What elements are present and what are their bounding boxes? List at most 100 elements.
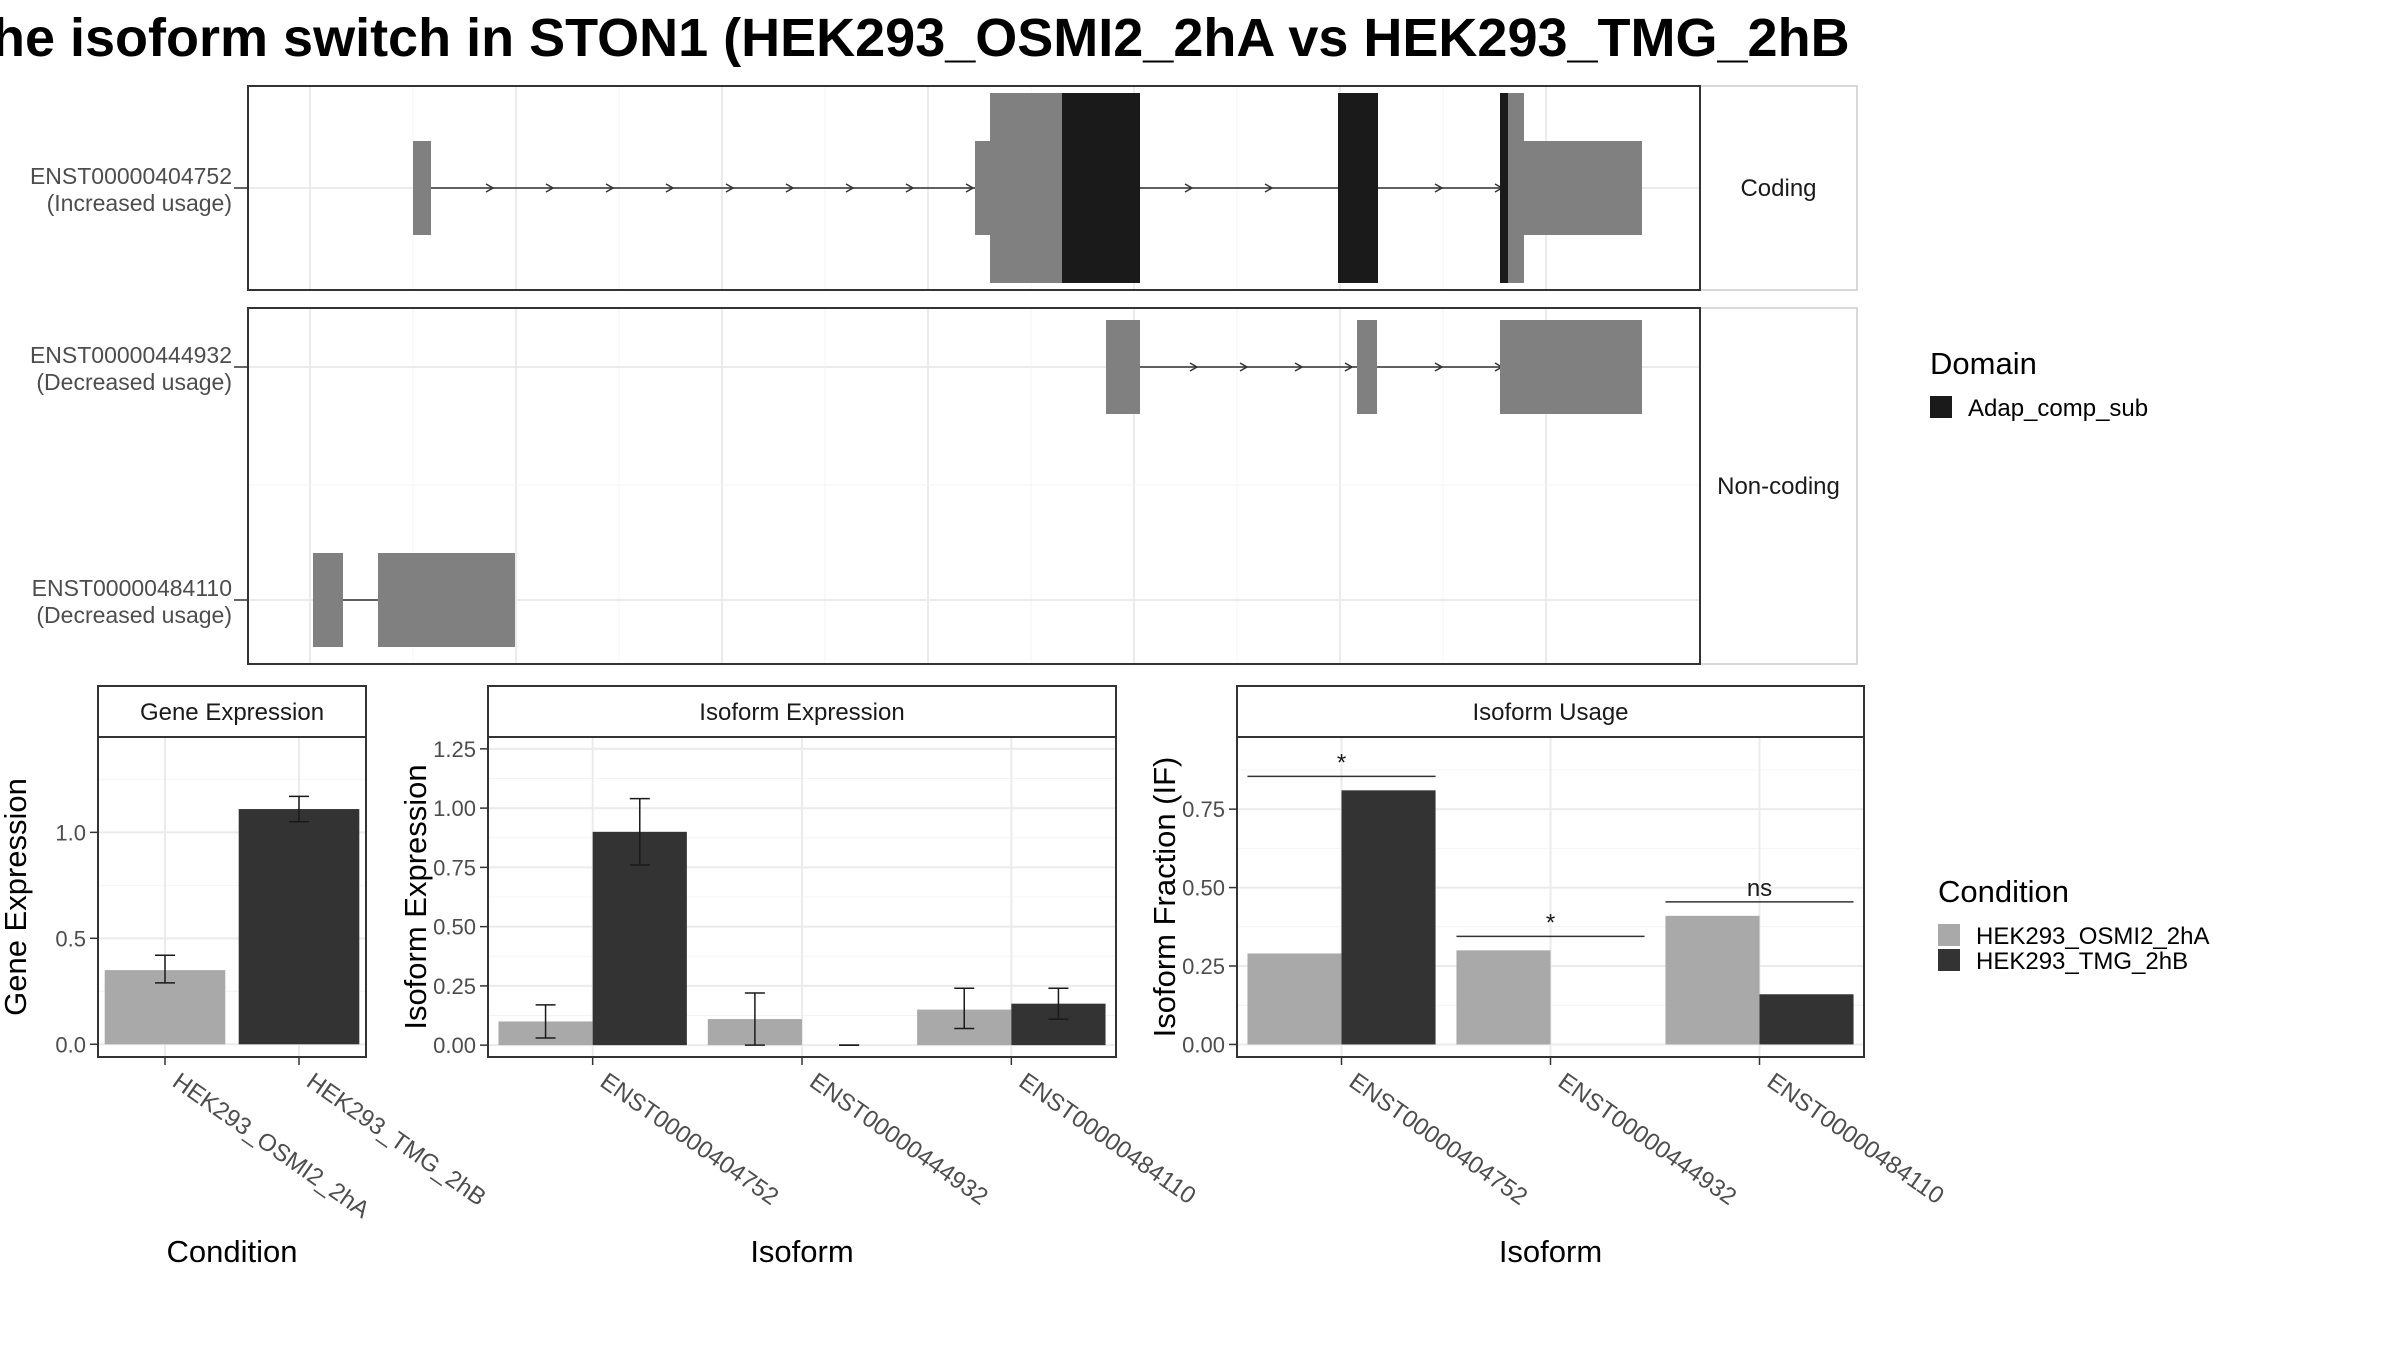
- strand-arrow: [1184, 183, 1194, 193]
- facet-strip: [1699, 85, 1858, 291]
- y-axis-title: Gene Expression: [0, 778, 33, 1016]
- figure-title: he isoform switch in STON1 (HEK293_OSMI2…: [0, 8, 1850, 68]
- strand-arrow: [1294, 362, 1304, 372]
- x-axis-title: Isoform: [1499, 1234, 1602, 1269]
- strand-arrow: [725, 183, 735, 193]
- legend-domain-label: Adap_comp_sub: [1968, 395, 2148, 422]
- facet-strip-label: Coding: [1740, 175, 1816, 202]
- y-tick-label: 0.50: [1182, 876, 1225, 901]
- cds-exon: [1508, 93, 1524, 283]
- x-tick-label: ENST00000444932: [1553, 1068, 1741, 1211]
- legend-domain-title: Domain: [1930, 346, 2037, 381]
- strand-arrow: [1434, 183, 1444, 193]
- x-tick-label: ENST00000404752: [595, 1068, 783, 1211]
- strand-arrow: [665, 183, 675, 193]
- y-tick-label: 0.0: [55, 1032, 86, 1057]
- strand-arrow: [605, 183, 615, 193]
- x-tick-label: ENST00000404752: [1344, 1068, 1532, 1211]
- x-tick-label: ENST00000484110: [1762, 1068, 1949, 1210]
- bar: [1247, 953, 1342, 1045]
- x-axis-title: Isoform: [750, 1234, 853, 1269]
- panel-strip: [1236, 685, 1865, 738]
- exon: [378, 553, 515, 647]
- panel-strip-label: Isoform Usage: [1472, 699, 1628, 726]
- y-tick-label: 1.0: [55, 820, 86, 845]
- y-tick-label: 0.75: [1182, 797, 1225, 822]
- domain-region: [1062, 93, 1140, 283]
- strand-arrow: [545, 183, 555, 193]
- transcript-usage-label: (Increased usage): [47, 190, 232, 216]
- bar: [1456, 950, 1551, 1045]
- y-axis-title: Isoform Expression: [398, 764, 433, 1029]
- y-tick-label: 0.00: [433, 1033, 476, 1058]
- panel-strip-label: Isoform Expression: [699, 699, 904, 726]
- y-tick-label: 1.00: [433, 796, 476, 821]
- legends: Domain Adap_comp_sub Condition HEK293_OSMI2…: [1930, 346, 2209, 975]
- x-tick-label: ENST00000484110: [1014, 1068, 1201, 1210]
- significance-label: *: [1546, 909, 1555, 936]
- strand-arrow: [485, 183, 495, 193]
- x-tick-label: ENST00000444932: [805, 1068, 993, 1211]
- legend-condition-key: [1938, 949, 1960, 971]
- exon: [1106, 320, 1140, 414]
- exon: [1357, 320, 1377, 414]
- chart-1: Isoform Expression0.000.250.500.751.001.…: [398, 685, 1201, 1269]
- y-tick-label: 0.00: [1182, 1032, 1225, 1057]
- y-tick-label: 0.5: [55, 926, 86, 951]
- strand-arrow: [905, 183, 915, 193]
- exon: [1500, 320, 1642, 414]
- bar-charts: Gene Expression0.00.51.0HEK293_OSMI2_2hA…: [0, 685, 1949, 1269]
- utr-exon: [413, 141, 431, 235]
- panel-strip: [97, 685, 367, 738]
- transcript-usage-label: (Decreased usage): [36, 369, 232, 395]
- chart-2: Isoform Usage 0.00 0.25 0.50 0.75 ENST0000040…: [1147, 685, 1949, 1269]
- bar: [592, 831, 687, 1046]
- significance-label: ns: [1747, 875, 1772, 902]
- transcript-structure-panel: Coding Non-coding ENST00000404752(Increase…: [30, 85, 1858, 665]
- bar: [238, 809, 360, 1045]
- cds-exon: [990, 93, 1062, 283]
- facet-strip: [1699, 307, 1858, 665]
- domain-region: [1500, 93, 1508, 283]
- utr-exon: [975, 141, 993, 235]
- strand-arrow: [1344, 362, 1354, 372]
- strand-arrow: [1189, 362, 1199, 372]
- panel-border: [97, 736, 367, 1058]
- strand-arrow: [1264, 183, 1274, 193]
- legend-domain-key: [1930, 396, 1952, 418]
- y-tick-label: 1.25: [433, 737, 476, 762]
- facet-strip-label: Non-coding: [1717, 473, 1840, 500]
- bar: [1665, 915, 1760, 1045]
- transcript-id-label: ENST00000484110: [32, 575, 232, 601]
- strand-arrow: [1434, 362, 1444, 372]
- y-tick-label: 0.75: [433, 855, 476, 880]
- panel-border: [487, 736, 1117, 1058]
- strand-arrow: [1239, 362, 1249, 372]
- panel-border: [247, 307, 1701, 665]
- bar: [1341, 790, 1436, 1045]
- strand-arrow: [845, 183, 855, 193]
- utr-exon: [1524, 141, 1642, 235]
- y-tick-label: 0.50: [433, 915, 476, 940]
- bar: [1759, 994, 1854, 1045]
- y-tick-label: 0.25: [433, 974, 476, 999]
- panel-border: [1236, 736, 1865, 1058]
- transcript-usage-label: (Decreased usage): [36, 602, 232, 628]
- exon: [313, 553, 343, 647]
- legend-condition-key: [1938, 924, 1960, 946]
- strand-arrow: [965, 183, 975, 193]
- significance-label: *: [1337, 749, 1346, 776]
- legend-condition-title: Condition: [1938, 874, 2069, 909]
- y-tick-label: 0.25: [1182, 954, 1225, 979]
- y-axis-title: Isoform Fraction (IF): [1147, 757, 1182, 1038]
- transcript-id-label: ENST00000444932: [30, 342, 232, 368]
- strand-arrow: [785, 183, 795, 193]
- legend-condition-label: HEK293_OSMI2_2hA: [1976, 923, 2209, 950]
- legend-condition-label: HEK293_TMG_2hB: [1976, 948, 2188, 975]
- panel-strip-label: Gene Expression: [140, 699, 324, 726]
- x-axis-title: Condition: [167, 1234, 298, 1269]
- domain-region: [1338, 93, 1378, 283]
- panel-border: [247, 85, 1701, 291]
- transcript-id-label: ENST00000404752: [30, 163, 232, 189]
